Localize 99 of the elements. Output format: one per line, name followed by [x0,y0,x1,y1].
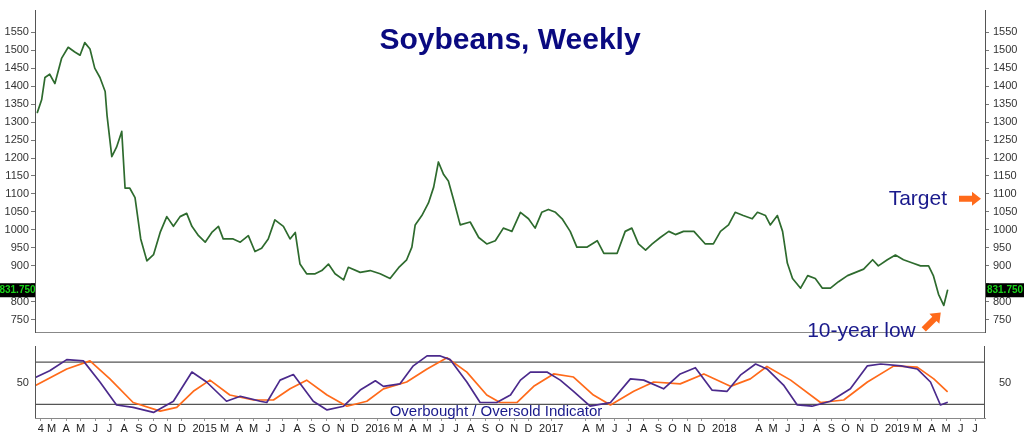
x-tick-label: S [654,421,663,433]
y2-tick-label: 1050 [993,204,1018,217]
text: 831.750 [986,284,1024,296]
y2-tick-label: 1450 [993,61,1018,74]
x-tick-label: M [393,421,403,433]
x-tick-label: A [582,421,591,433]
x-tick-label: A [928,421,937,433]
x-tick-label: A [293,421,302,433]
x-tick-label: M [912,421,922,433]
x-tick-label: N [683,421,692,433]
y-tick-label: 1400 [4,79,29,92]
x-tick-label: O [668,421,678,433]
y2-tick-label: 1550 [993,25,1018,38]
x-tick-label: J [958,421,964,433]
x-tick-label: J [438,421,445,433]
y2-tick-label: 1500 [993,43,1018,56]
text: 50 [999,376,1012,389]
x-tick-label: J [265,421,271,433]
x-tick-label: J [92,421,98,433]
x-tick-label: A [120,421,129,433]
y2-tick-label: 1150 [993,169,1017,182]
x-tick-label: S [308,421,316,433]
x-tick-label: A [235,421,244,433]
y2-tick-label: 1100 [993,187,1017,199]
x-tick-label: S [135,421,143,433]
x-tick-label: D [177,421,186,433]
x-tick-label: 2016 [365,421,390,433]
x-tick-label: N [163,421,172,433]
x-tick-label: M [248,421,259,433]
annotation: Target [888,185,948,209]
x-tick-label: J [972,421,978,433]
x-tick-label: J [785,421,791,433]
annotation: Overbought / Oversold Indicator [389,401,603,419]
x-tick-label: A [640,421,649,433]
y2-tick-label: 1200 [993,151,1018,164]
x-tick-label: A [813,421,822,433]
y2-tick-label: 1350 [993,97,1018,110]
y-tick-label: 1350 [4,97,29,110]
x-tick-label: M [422,421,432,433]
x-tick-label: M [75,421,86,433]
x-tick-label: A [466,421,475,433]
x-tick-label: M [595,421,605,433]
x-tick-label: O [148,421,158,433]
y2-tick-label: 800 [993,294,1012,307]
x-tick-label: A [62,421,71,433]
x-tick-label: M [768,421,778,433]
x-tick-label: O [495,421,505,433]
x-tick-label: D [351,421,360,433]
y-tick-label: 1150 [5,169,29,182]
x-tick-label: 2015 [192,421,217,433]
x-tick-label: 4 [37,421,44,433]
y-tick-label: 1550 [4,25,29,38]
x-tick-label: M [220,421,230,433]
y2-tick-label: 950 [993,240,1012,253]
annotation: 831.750 [0,284,37,296]
y2-tick-label: 1250 [993,133,1018,146]
y-tick-label: 1000 [4,222,29,235]
y-tick-label: 950 [10,240,29,253]
y-tick-label: 1300 [4,115,29,128]
x-tick-label: D [524,421,533,433]
x-tick-label: M [941,421,951,433]
x-tick-label: 2019 [885,421,910,433]
x-tick-label: J [453,421,459,433]
x-tick-label: N [336,421,345,433]
x-tick-label: A [409,421,418,433]
x-tick-label: J [279,421,286,433]
x-tick-label: S [481,421,490,433]
chart-title: Soybeans, Weekly [379,21,641,55]
annotation: 10-year low [807,318,917,342]
y-tick-label: 750 [10,312,29,325]
x-tick-label: 2017 [539,421,564,433]
y-tick-label: 1050 [4,204,29,217]
x-tick-label: M [47,421,57,433]
text: 50 [16,376,29,389]
x-tick-label: O [841,421,851,433]
x-tick-label: J [612,421,618,433]
y-tick-label: 1450 [4,61,29,74]
x-tick-label: A [755,421,764,433]
x-tick-label: J [626,421,632,433]
x-tick-label: J [106,421,113,433]
y-tick-label: 900 [10,258,29,271]
y-tick-label: 1200 [4,151,29,164]
x-tick-label: 2018 [712,421,737,433]
x-tick-label: J [799,421,805,433]
y2-tick-label: 900 [993,258,1012,271]
y2-tick-label: 750 [993,312,1012,325]
y-tick-label: 1500 [4,43,29,56]
x-tick-label: N [510,421,519,433]
x-tick-label: D [697,421,706,433]
x-tick-label: S [827,421,836,433]
y-tick-label: 1100 [5,187,29,199]
y-tick-label: 800 [10,294,29,307]
y-tick-label: 1250 [4,133,29,146]
x-tick-label: N [856,421,865,433]
x-tick-label: O [321,421,331,433]
x-tick-label: D [870,421,879,433]
y2-tick-label: 1000 [993,222,1018,235]
y2-tick-label: 1400 [993,79,1018,92]
y2-tick-label: 1300 [993,115,1018,128]
